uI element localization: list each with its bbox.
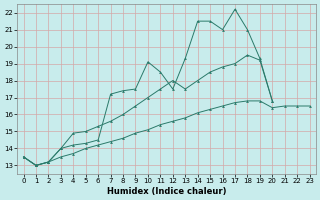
- X-axis label: Humidex (Indice chaleur): Humidex (Indice chaleur): [107, 187, 226, 196]
